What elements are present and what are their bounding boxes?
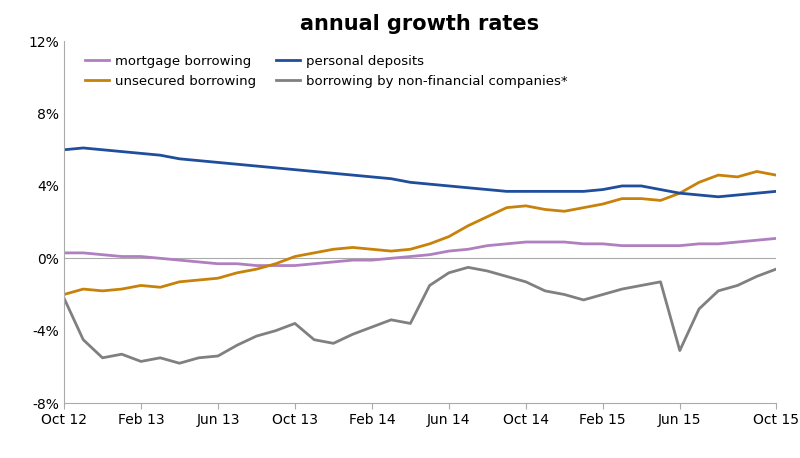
Legend: mortgage borrowing, unsecured borrowing, personal deposits, borrowing by non-fin: mortgage borrowing, unsecured borrowing,… xyxy=(85,55,568,87)
Title: annual growth rates: annual growth rates xyxy=(301,14,539,34)
